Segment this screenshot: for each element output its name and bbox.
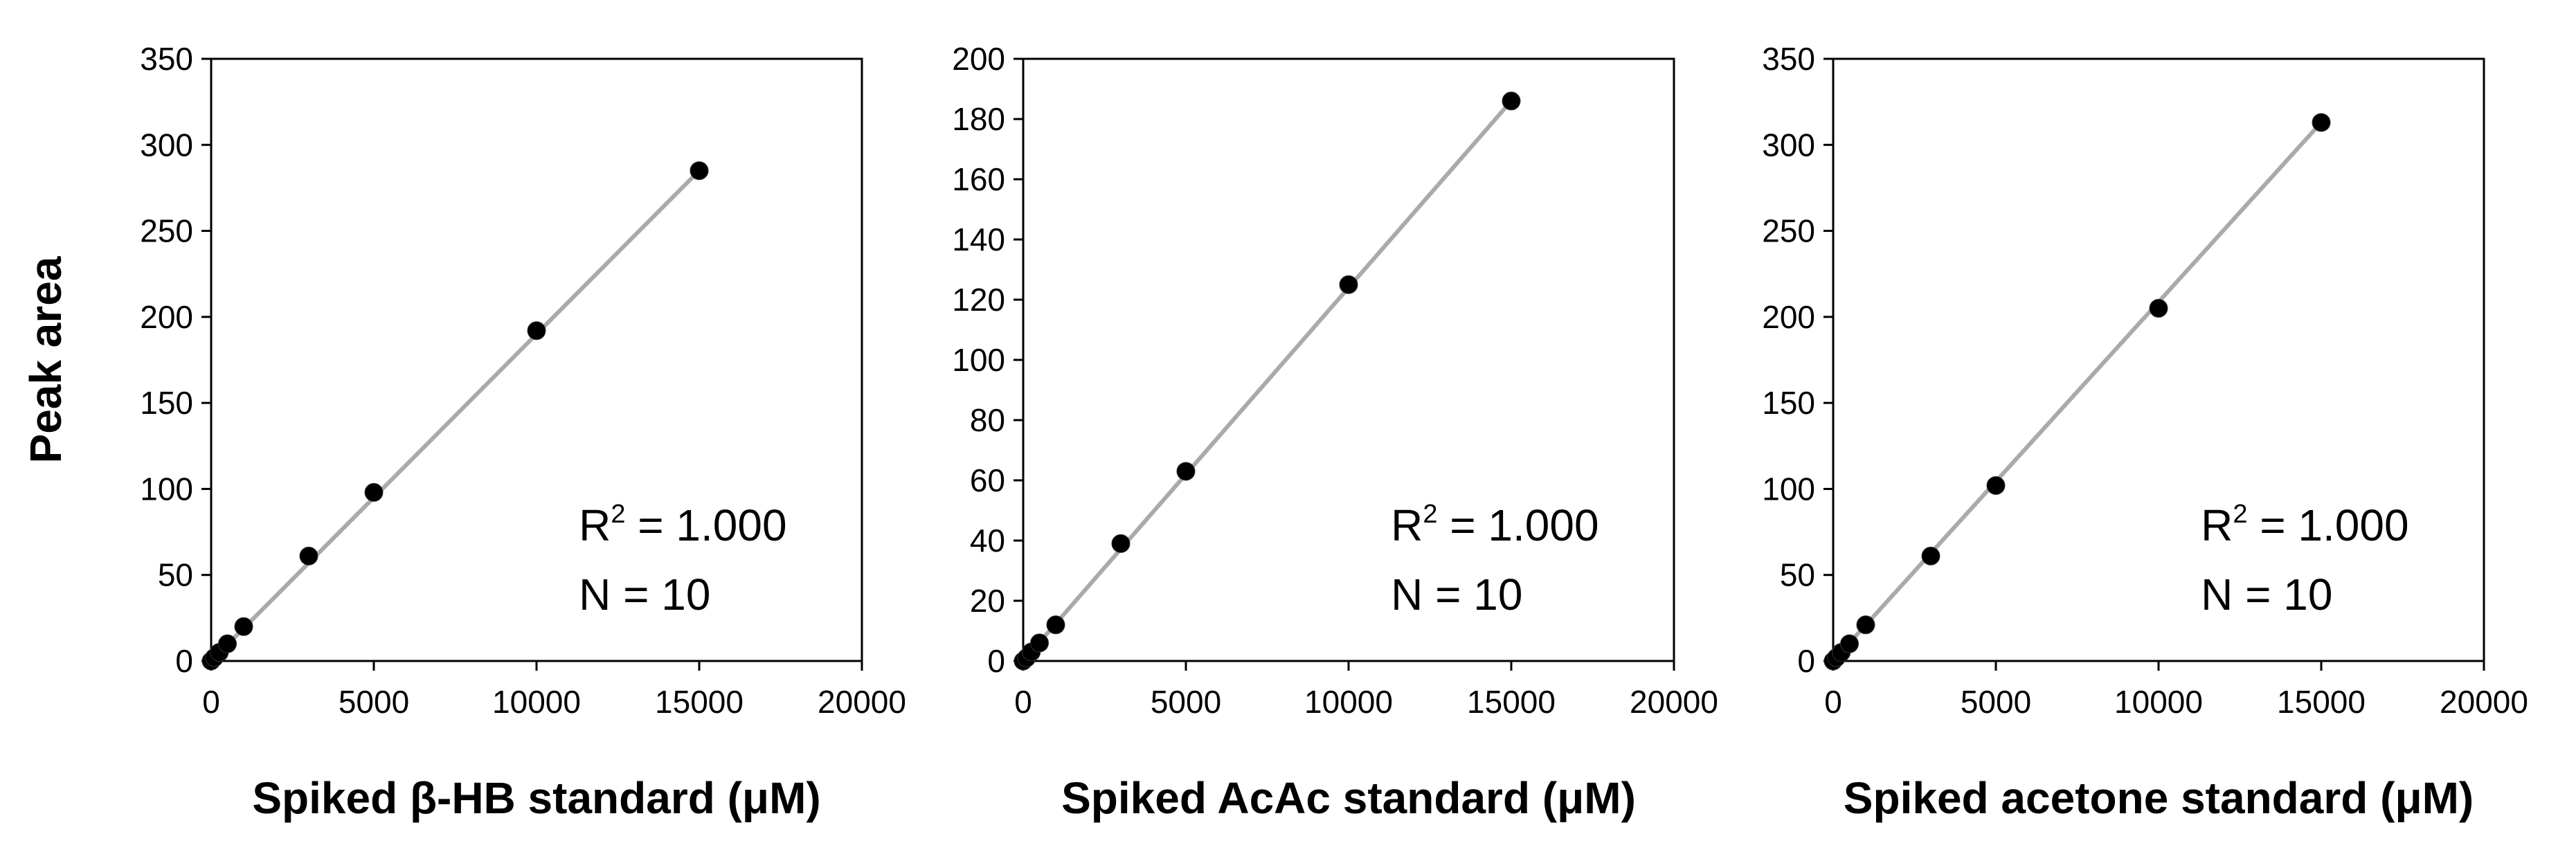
y-tick-label: 0 (175, 643, 193, 679)
data-point (299, 546, 318, 565)
y-tick-label: 300 (140, 127, 193, 163)
y-tick-label: 100 (1762, 471, 1815, 507)
data-point (1921, 546, 1940, 565)
x-tick-label: 5000 (1151, 684, 1221, 720)
n-annotation: N = 10 (579, 570, 710, 619)
y-tick-label: 250 (1762, 213, 1815, 249)
chart-panel-2: 0 20 40 60 80 100 120 140 160 180 200 0 5000 10000 150… (952, 41, 1718, 823)
y-tick-label: 140 (952, 221, 1005, 257)
y-tick-label: 80 (970, 402, 1005, 438)
y-tick-label: 40 (970, 523, 1005, 559)
y-tick-label: 120 (952, 282, 1005, 318)
x-tick-label: 10000 (2114, 684, 2203, 720)
x-axis-label: Spiked AcAc standard (μM) (1061, 773, 1636, 823)
x-tick-label: 10000 (1304, 684, 1393, 720)
y-tick-label: 200 (140, 299, 193, 335)
x-tick-label: 5000 (1961, 684, 2031, 720)
data-point (1856, 615, 1875, 635)
y-tick-label: 200 (1762, 299, 1815, 335)
data-point (218, 634, 237, 653)
y-tick-label: 50 (1780, 557, 1815, 593)
y-tick-label: 180 (952, 101, 1005, 137)
plot-area-frame (210, 57, 863, 662)
y-axis-label: Peak area (21, 256, 71, 463)
r-squared-annotation: R2 = 1.000 (579, 500, 786, 550)
data-point (364, 482, 384, 502)
data-point (1840, 634, 1859, 653)
chart-panel-3: 0 50 100 150 200 250 300 350 0 5000 10000 15000 2000… (1762, 41, 2528, 823)
x-tick-label: 5000 (339, 684, 409, 720)
y-tick-label: 150 (140, 385, 193, 421)
y-tick-label: 300 (1762, 127, 1815, 163)
data-point (1986, 475, 2006, 495)
y-tick-label: 100 (140, 471, 193, 507)
x-tick-label: 10000 (492, 684, 581, 720)
data-point (1030, 633, 1049, 653)
x-tick-label: 20000 (2440, 684, 2528, 720)
trendline (1831, 120, 2323, 663)
y-tick-label: 200 (952, 41, 1005, 77)
x-axis-label: Spiked β-HB standard (μM) (252, 773, 820, 823)
trendline (1021, 99, 1513, 662)
y-tick-label: 0 (987, 643, 1005, 679)
r-squared-annotation: R2 = 1.000 (2201, 500, 2408, 550)
data-point (527, 321, 546, 341)
data-point (1046, 615, 1065, 635)
r-squared-annotation: R2 = 1.000 (1391, 500, 1598, 550)
y-tick-label: 250 (140, 213, 193, 249)
y-tick-label: 60 (970, 462, 1005, 498)
y-tick-label: 50 (158, 557, 193, 593)
y-tick-label: 0 (1797, 643, 1815, 679)
x-tick-label: 15000 (2277, 684, 2366, 720)
x-tick-label: 20000 (1630, 684, 1718, 720)
y-tick-label: 100 (952, 342, 1005, 378)
data-point (1339, 275, 1358, 294)
data-point (1111, 534, 1131, 553)
y-tick-label: 350 (1762, 41, 1815, 77)
y-tick-label: 20 (970, 583, 1005, 619)
data-point (690, 161, 709, 181)
data-point (2312, 113, 2331, 132)
data-point (1176, 462, 1196, 481)
data-point (1502, 91, 1521, 111)
y-tick-label: 350 (140, 41, 193, 77)
n-annotation: N = 10 (2201, 570, 2332, 619)
x-tick-label: 0 (1014, 684, 1032, 720)
x-tick-label: 0 (1824, 684, 1842, 720)
data-point (234, 617, 253, 636)
plot-area-frame (1022, 57, 1675, 662)
n-annotation: N = 10 (1391, 570, 1522, 619)
y-tick-label: 150 (1762, 385, 1815, 421)
plot-area-frame (1832, 57, 2485, 662)
x-tick-label: 15000 (1467, 684, 1556, 720)
chart-panel-1: 0 50 100 150 200 250 300 350 0 5000 10000 15000 2000… (21, 41, 906, 823)
x-axis-label: Spiked acetone standard (μM) (1844, 773, 2474, 823)
x-tick-label: 15000 (655, 684, 744, 720)
y-tick-label: 160 (952, 161, 1005, 197)
x-tick-label: 0 (202, 684, 220, 720)
data-point (2149, 298, 2168, 318)
trendline (209, 169, 701, 663)
x-tick-label: 20000 (818, 684, 906, 720)
